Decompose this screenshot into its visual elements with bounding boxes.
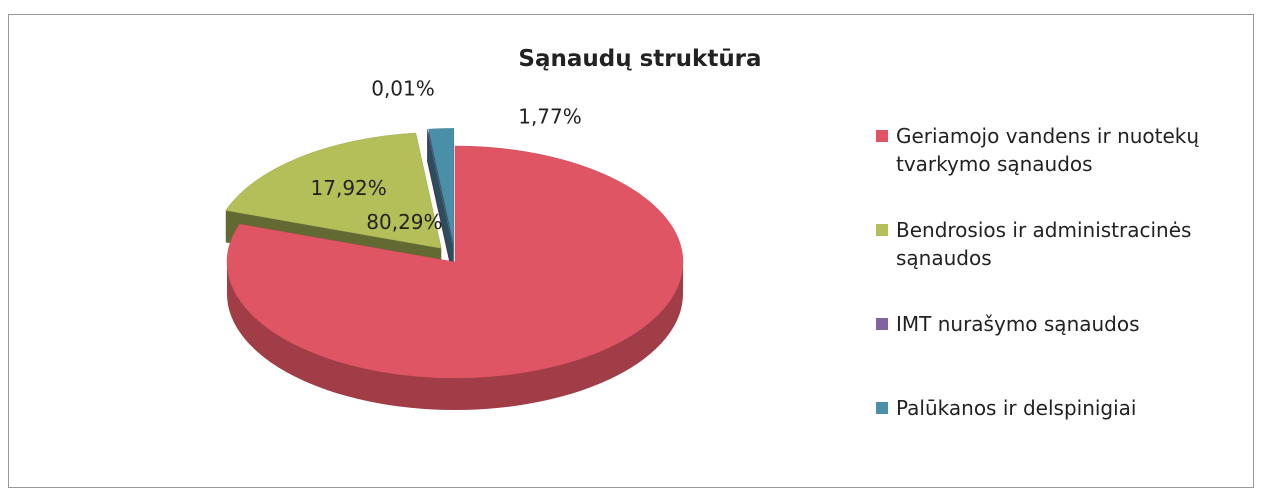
slice [225,132,442,249]
legend-label: Bendrosios ir administracinės sąnaudos [896,218,1192,270]
slice [226,145,684,379]
data-label: 80,29% [366,210,442,234]
legend-item: Palūkanos ir delspinigiai [876,394,1216,422]
chart-title: Sąnaudų struktūra [518,46,761,72]
legend-label: IMT nurašymo sąnaudos [896,312,1140,336]
pie [225,128,684,410]
slice [428,128,455,245]
slice [426,128,453,245]
slice-wall [227,262,683,410]
legend-label: Geriamojo vandens ir nuotekų tvarkymo są… [896,124,1200,176]
chart-frame [8,14,1254,488]
data-label: 0,01% [371,77,435,101]
legend-label: Palūkanos ir delspinigiai [896,396,1137,420]
legend-swatch [876,402,888,414]
legend-item: Geriamojo vandens ir nuotekų tvarkymo są… [876,122,1216,178]
data-label: 1,77% [518,105,582,129]
legend-swatch [876,130,888,142]
legend-swatch [876,318,888,330]
data-label: 17,92% [311,176,387,200]
legend-item: IMT nurašymo sąnaudos [876,310,1216,338]
slice-side [428,128,454,277]
legend-swatch [876,224,888,236]
legend-item: Bendrosios ir administracinės sąnaudos [876,216,1216,272]
